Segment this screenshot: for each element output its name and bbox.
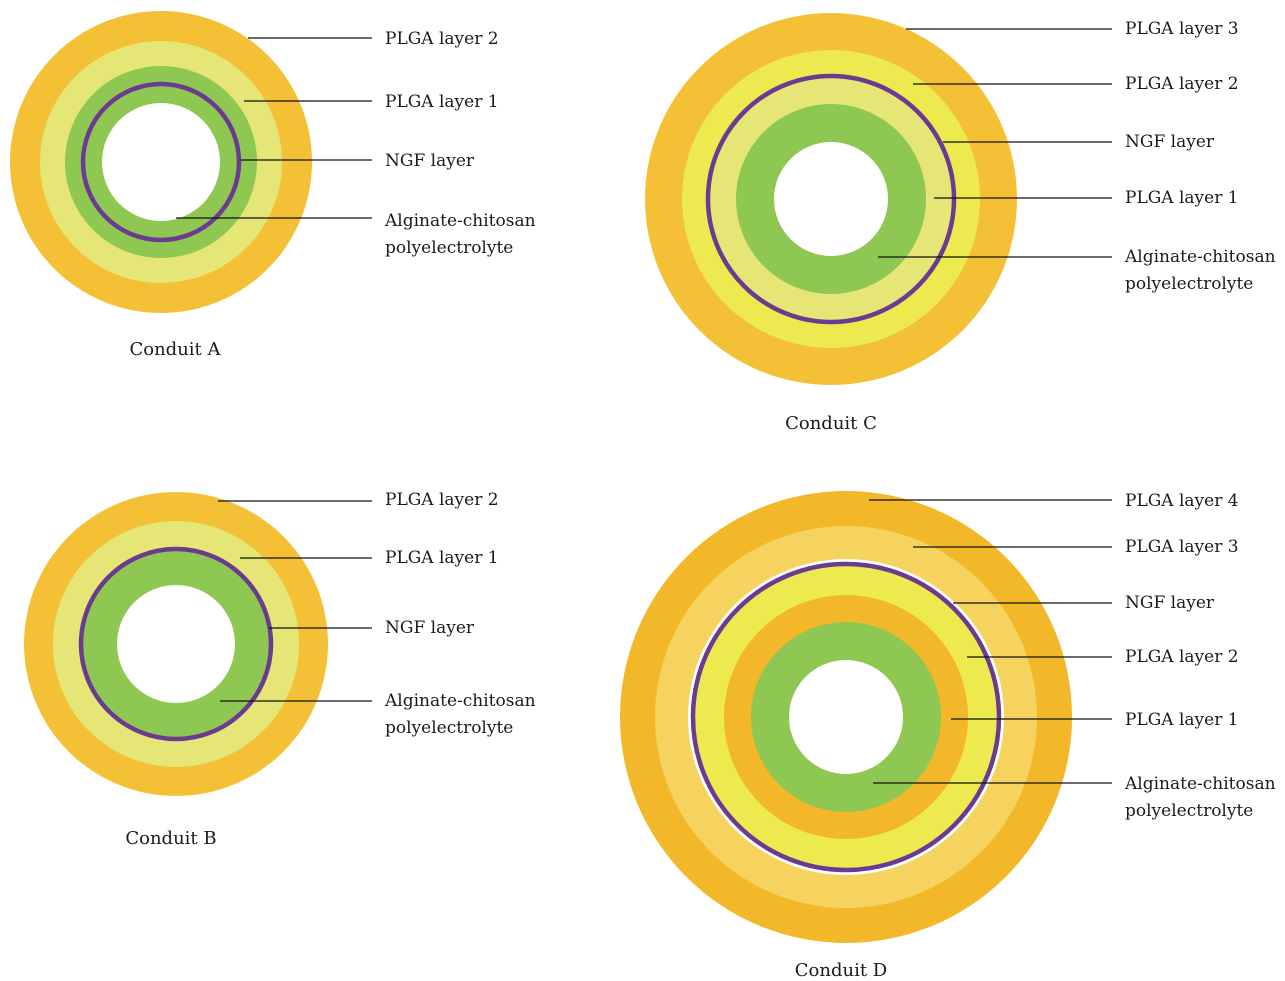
conduit-c-label-3-line-1: NGF layer — [1125, 132, 1215, 152]
conduit-b-label-4: Alginate-chitosan polyelectrolyte — [384, 691, 536, 738]
conduit-b-label-3-line-1: NGF layer — [385, 618, 475, 638]
conduit-b-label-2-line-1: PLGA layer 1 — [385, 548, 499, 568]
conduit-c-label-5: Alginate-chitosan polyelectrolyte — [1124, 247, 1276, 294]
conduit-a-label-4: Alginate-chitosan polyelectrolyte — [384, 211, 536, 258]
conduit-c-label-5-line-2: polyelectrolyte — [1125, 274, 1253, 294]
conduit-d-label-3-line-1: NGF layer — [1125, 593, 1215, 613]
conduit-b-label-1: PLGA layer 2 — [385, 490, 499, 510]
conduit-d-label-2-line-1: PLGA layer 3 — [1125, 537, 1239, 557]
conduit-d-label-4: PLGA layer 2 — [1125, 647, 1239, 667]
conduit-a-lumen — [102, 103, 220, 221]
conduit-d-caption: Conduit D — [795, 960, 887, 981]
conduit-c-label-4: PLGA layer 1 — [1125, 188, 1239, 208]
conduit-a-label-3-line-1: NGF layer — [385, 151, 475, 171]
conduit-b-label-3: NGF layer — [385, 618, 475, 638]
conduit-d-label-6-line-1: Alginate-chitosan — [1124, 774, 1276, 794]
conduit-d-label-4-line-1: PLGA layer 2 — [1125, 647, 1239, 667]
conduit-d-label-3: NGF layer — [1125, 593, 1215, 613]
conduit-a-label-3: NGF layer — [385, 151, 475, 171]
conduit-d-label-5-line-1: PLGA layer 1 — [1125, 710, 1239, 730]
conduit-b-label-4-line-1: Alginate-chitosan — [384, 691, 536, 711]
conduit-a-ngf-ring — [80, 81, 242, 243]
conduit-c-label-5-line-1: Alginate-chitosan — [1124, 247, 1276, 267]
conduit-a-label-4-line-2: polyelectrolyte — [385, 238, 513, 258]
conduit-a-label-2: PLGA layer 1 — [385, 92, 499, 112]
conduit-d-label-1: PLGA layer 4 — [1125, 491, 1239, 511]
conduit-d-label-2: PLGA layer 3 — [1125, 537, 1239, 557]
conduit-b-ngf-ring — [78, 546, 274, 742]
conduit-a-label-2-line-1: PLGA layer 1 — [385, 92, 499, 112]
conduit-c-label-1-line-1: PLGA layer 3 — [1125, 19, 1239, 39]
conduit-b-label-1-line-1: PLGA layer 2 — [385, 490, 499, 510]
conduit-d-label-6: Alginate-chitosan polyelectrolyte — [1124, 774, 1276, 821]
conduit-c-caption: Conduit C — [785, 413, 877, 434]
conduit-d-ngf-ring — [690, 561, 1002, 873]
conduit-c-lumen — [774, 142, 888, 256]
conduit-d-lumen — [789, 660, 903, 774]
conduit-c-label-4-line-1: PLGA layer 1 — [1125, 188, 1239, 208]
conduit-b-caption: Conduit B — [125, 828, 216, 849]
conduit-c-label-2-line-1: PLGA layer 2 — [1125, 74, 1239, 94]
conduit-c-label-3: NGF layer — [1125, 132, 1215, 152]
conduit-a-caption: Conduit A — [129, 339, 221, 360]
conduit-c-ngf-ring — [705, 73, 957, 325]
conduit-b-lumen — [117, 585, 235, 703]
conduit-b-label-2: PLGA layer 1 — [385, 548, 499, 568]
conduit-d-label-5: PLGA layer 1 — [1125, 710, 1239, 730]
conduit-c-label-2: PLGA layer 2 — [1125, 74, 1239, 94]
conduit-b-label-4-line-2: polyelectrolyte — [385, 718, 513, 738]
conduit-a-label-1: PLGA layer 2 — [385, 29, 499, 49]
conduit-a-label-4-line-1: Alginate-chitosan — [384, 211, 536, 231]
conduit-a-label-1-line-1: PLGA layer 2 — [385, 29, 499, 49]
conduit-c-label-1: PLGA layer 3 — [1125, 19, 1239, 39]
conduit-d-label-6-line-2: polyelectrolyte — [1125, 801, 1253, 821]
conduit-d-label-1-line-1: PLGA layer 4 — [1125, 491, 1239, 511]
